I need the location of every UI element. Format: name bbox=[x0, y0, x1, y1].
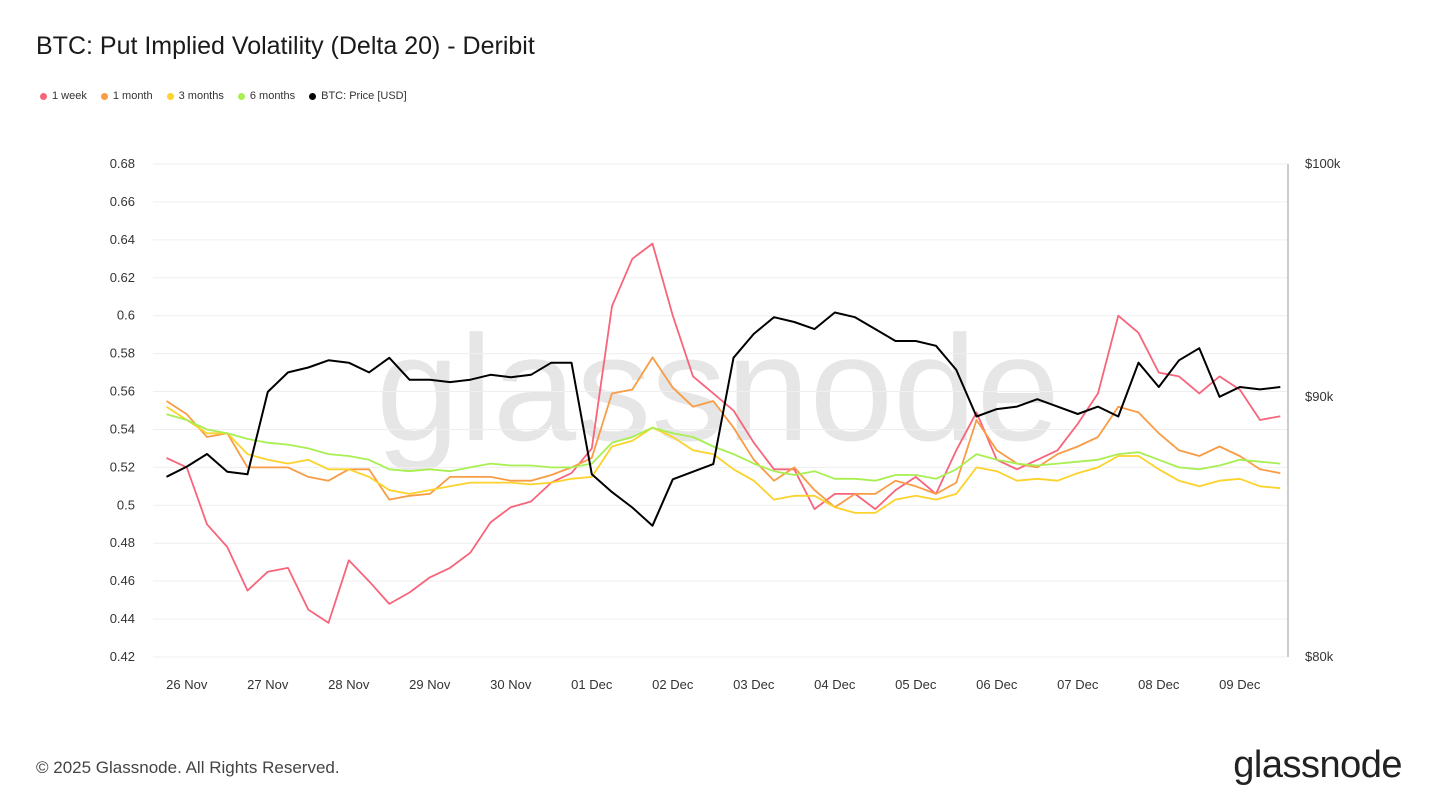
legend-item-3-months[interactable]: 3 months bbox=[166, 90, 224, 102]
legend-label: BTC: Price [USD] bbox=[321, 90, 407, 102]
legend-dot bbox=[309, 92, 317, 100]
legend-item-1-month[interactable]: 1 month bbox=[100, 90, 153, 102]
legend-dot bbox=[40, 92, 47, 100]
legend-dot bbox=[237, 92, 245, 100]
y-tick-label: 0.56 bbox=[110, 384, 135, 399]
x-tick-label: 01 Dec bbox=[571, 677, 613, 692]
series-line-3-months bbox=[166, 405, 1281, 514]
series-line-btc-price-usd bbox=[166, 311, 1281, 527]
x-tick-label: 09 Dec bbox=[1219, 677, 1261, 692]
y-tick-label: 0.44 bbox=[110, 611, 135, 626]
x-tick-label: 06 Dec bbox=[976, 677, 1018, 692]
legend-item-6-months[interactable]: 6 months bbox=[237, 90, 296, 102]
legend-label: 3 months bbox=[178, 90, 224, 102]
copyright: © 2025 Glassnode. All Rights Reserved. bbox=[36, 758, 340, 777]
y-tick-label: 0.5 bbox=[117, 497, 135, 512]
legend-label: 1 week bbox=[52, 90, 87, 102]
glassnode-logo: glassnode bbox=[1233, 744, 1402, 786]
y-tick-label: 0.48 bbox=[110, 535, 135, 550]
legend-label: 1 month bbox=[112, 90, 153, 102]
x-tick-label: 28 Nov bbox=[328, 677, 370, 692]
y-tick-label: 0.52 bbox=[110, 459, 135, 474]
legend-item-btc-price[interactable]: BTC: Price [USD] bbox=[309, 90, 407, 102]
y-tick-label: 0.62 bbox=[110, 270, 135, 285]
legend-dot bbox=[100, 92, 108, 100]
legend: 1 week 1 month 3 months 6 months BTC: Pr… bbox=[40, 90, 407, 102]
y-tick-label: 0.64 bbox=[110, 232, 135, 247]
chart-title: BTC: Put Implied Volatility (Delta 20) -… bbox=[36, 32, 535, 60]
y-tick-label: 0.54 bbox=[110, 421, 135, 436]
x-tick-label: 04 Dec bbox=[814, 677, 856, 692]
y-tick-label: 0.66 bbox=[110, 194, 135, 209]
x-tick-label: 05 Dec bbox=[895, 677, 937, 692]
series-line-1-week bbox=[166, 242, 1281, 624]
y-tick-label: 0.6 bbox=[117, 308, 135, 323]
x-tick-label: 08 Dec bbox=[1138, 677, 1180, 692]
y-tick-label: 0.42 bbox=[110, 649, 135, 664]
x-tick-label: 26 Nov bbox=[166, 677, 208, 692]
x-tick-label: 03 Dec bbox=[733, 677, 775, 692]
x-tick-label: 07 Dec bbox=[1057, 677, 1099, 692]
y-tick-label: 0.58 bbox=[110, 346, 135, 361]
x-tick-label: 27 Nov bbox=[247, 677, 289, 692]
x-tick-label: 29 Nov bbox=[409, 677, 451, 692]
y2-tick-label: $90k bbox=[1305, 389, 1334, 404]
y2-tick-label: $100k bbox=[1305, 156, 1341, 171]
legend-label: 6 months bbox=[249, 90, 296, 102]
x-tick-label: 30 Nov bbox=[490, 677, 532, 692]
legend-item-1-week[interactable]: 1 week bbox=[40, 90, 87, 102]
legend-dot bbox=[166, 92, 174, 100]
y-tick-label: 0.46 bbox=[110, 573, 135, 588]
y-tick-label: 0.68 bbox=[110, 156, 135, 171]
x-tick-label: 02 Dec bbox=[652, 677, 694, 692]
y2-tick-label: $80k bbox=[1305, 649, 1334, 664]
series-line-6-months bbox=[166, 413, 1281, 482]
